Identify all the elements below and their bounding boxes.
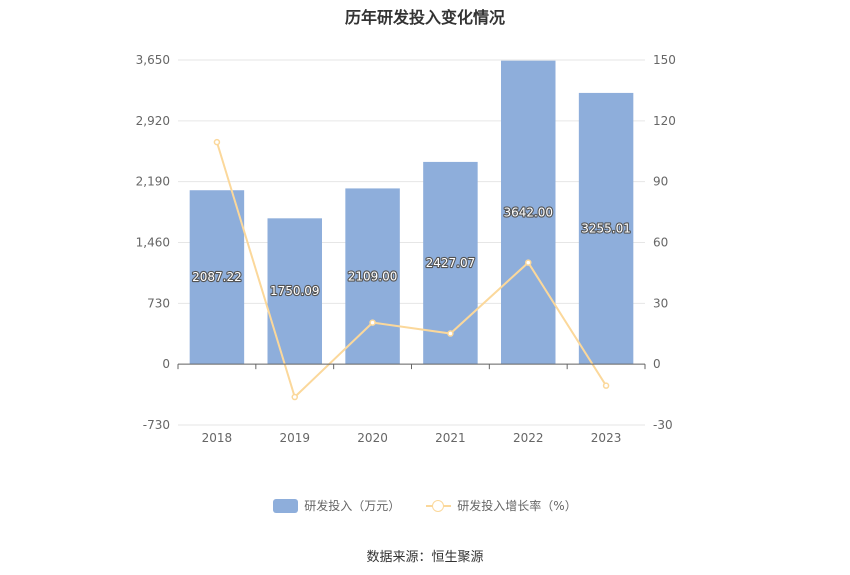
bar-value-label: 2427.07 [426, 256, 476, 270]
bar-value-label: 3642.00 [503, 205, 553, 219]
line-layer [213, 138, 610, 401]
y-right-tick-label: 0 [653, 357, 661, 371]
bar [345, 188, 400, 365]
bar-value-label: 3255.01 [581, 222, 631, 236]
legend-line-label: 研发投入增长率（%） [457, 499, 577, 513]
y-right-tick-label: 90 [653, 175, 668, 189]
growth-point [447, 330, 454, 337]
y-left-tick-label: 1,460 [136, 236, 170, 250]
bar-layer [189, 60, 634, 365]
y-right-tick-label: 150 [653, 53, 676, 67]
bar-value-label: 1750.09 [270, 284, 320, 298]
x-tick-label: 2023 [591, 431, 622, 445]
legend-bar-swatch [273, 498, 299, 513]
y-left-tick-label: 2,190 [136, 175, 170, 189]
bar [578, 92, 634, 365]
x-tick-label: 2019 [279, 431, 310, 445]
legend-bar-label: 研发投入（万元） [304, 499, 401, 513]
growth-point [291, 393, 298, 401]
axis-layer: -730 -30 0 0 730 30 1,460 60 2,190 90 2,920 120 3,65… [136, 53, 676, 445]
legend-line-marker [432, 499, 445, 512]
legend-line-swatch [426, 499, 452, 513]
source-note: 数据来源：恒生聚源 [366, 550, 484, 565]
y-right-tick-label: -30 [653, 418, 673, 432]
y-left-tick-label: 3,650 [136, 53, 170, 67]
growth-point [602, 382, 610, 389]
y-left-tick-label: 2,920 [136, 114, 170, 128]
legend: 研发投入（万元） 研发投入增长率（%） [0, 497, 850, 514]
x-tick-label: 2020 [357, 431, 388, 445]
y-left-tick-label: 0 [162, 357, 170, 371]
y-right-tick-label: 120 [653, 114, 676, 128]
bar [501, 60, 556, 365]
bar-value-label: 2087.22 [192, 270, 242, 284]
bar-value-label: 2109.00 [348, 269, 398, 283]
label-layer: 2087.22 1750.09 2109.00 2427.07 3642.00 3255.… [191, 204, 632, 299]
bar [189, 190, 245, 365]
y-left-tick-label: -730 [143, 418, 170, 432]
x-tick-label: 2018 [202, 431, 233, 445]
growth-point [369, 319, 376, 326]
legend-item-bar[interactable]: 研发投入（万元） [273, 497, 400, 514]
legend-item-line[interactable]: 研发投入增长率（%） [426, 497, 577, 514]
growth-point [525, 259, 532, 266]
growth-point [213, 138, 221, 146]
x-tick-label: 2022 [513, 431, 544, 445]
y-right-tick-label: 30 [653, 296, 668, 310]
x-tick-label: 2021 [435, 431, 466, 445]
growth-line [215, 141, 607, 399]
chart-title: 历年研发投入变化情况 [344, 8, 505, 27]
y-right-tick-label: 60 [653, 236, 668, 250]
y-left-tick-label: 730 [147, 296, 170, 310]
